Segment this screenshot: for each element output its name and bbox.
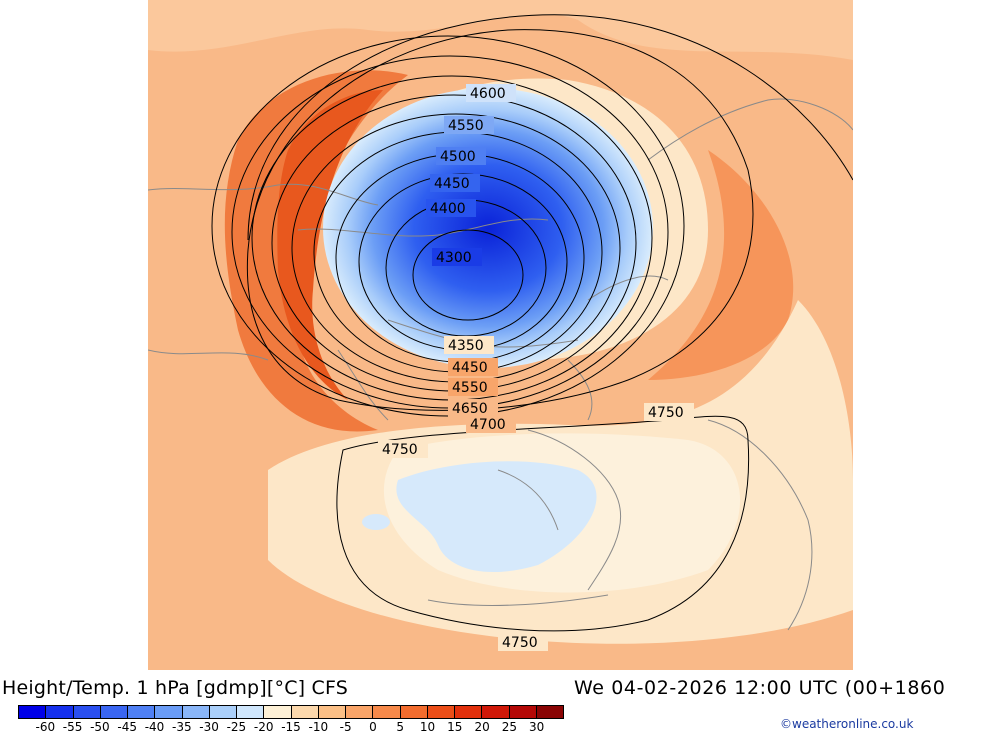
legend-swatch (73, 706, 101, 718)
legend-tick-label: 5 (396, 720, 405, 734)
legend-tick-label: -30 (199, 720, 219, 734)
cold-patch-small (362, 514, 390, 530)
contour-label-4700: 4700 (470, 417, 506, 433)
legend-swatch (19, 706, 47, 718)
legend-tick-label: -50 (90, 720, 110, 734)
warm-band-north (148, 0, 853, 60)
legend-swatch (182, 706, 210, 718)
contour-label-4750-east: 4750 (648, 405, 684, 421)
warm-band-east (648, 150, 794, 380)
contour-label-4550: 4550 (448, 118, 484, 134)
legend-swatch (482, 706, 510, 718)
legend-tick-label: -20 (253, 720, 274, 734)
legend-tick-label: -35 (171, 720, 192, 734)
contour-label-4750-west: 4750 (382, 442, 418, 458)
legend-swatch (155, 706, 183, 718)
credit-link[interactable]: ©weatheronline.co.uk (780, 717, 914, 731)
legend-tick-label: 25 (501, 720, 518, 734)
contour-labels: 4600 4550 4500 4450 4400 4300 4350 4450 … (378, 84, 694, 651)
legend-swatch (400, 706, 428, 718)
map-datetime: We 04-02-2026 12:00 UTC (00+1860 (574, 677, 946, 699)
weather-map: 4600 4550 4500 4450 4400 4300 4350 4450 … (148, 0, 853, 670)
legend-swatch (128, 706, 156, 718)
legend-swatch (318, 706, 346, 718)
legend-tick-label: -25 (226, 720, 247, 734)
legend-swatch (509, 706, 537, 718)
legend-swatch (427, 706, 455, 718)
legend-tick-label: -45 (117, 720, 137, 734)
legend-tick-label: 10 (419, 720, 436, 734)
color-legend-bar (18, 705, 564, 719)
legend-tick-label: -60 (35, 720, 56, 734)
legend-tick-label: 30 (529, 720, 545, 734)
map-title: Height/Temp. 1 hPa [gdmp][°C] CFS (2, 677, 349, 699)
legend-swatch (209, 706, 237, 718)
legend-swatch (455, 706, 483, 718)
color-legend-ticks: -60 -55 -50 -45 -40 -35 -30 -25 -20 -15 -10 -5 0 5 10 1… (18, 720, 564, 734)
legend-swatch (291, 706, 319, 718)
legend-tick-label: 20 (474, 720, 490, 734)
legend-swatch (373, 706, 401, 718)
warm-band-west (224, 70, 408, 432)
contour-label-4750-south: 4750 (502, 635, 538, 651)
contour-label-4350: 4350 (448, 338, 484, 354)
legend-tick-label: -5 (339, 720, 352, 734)
contour-label-4400: 4400 (430, 201, 466, 217)
contour-label-4600: 4600 (470, 86, 506, 102)
legend-swatch (264, 706, 292, 718)
contour-label-4300: 4300 (436, 250, 472, 266)
contour-label-4650: 4650 (452, 401, 488, 417)
contour-label-4550b: 4550 (452, 380, 488, 396)
polar-vortex (323, 88, 653, 368)
legend-tick-label: -15 (281, 720, 301, 734)
legend-swatch (100, 706, 128, 718)
legend-tick-label: -10 (308, 720, 329, 734)
legend-swatch (536, 706, 563, 718)
legend-tick-label: -55 (62, 720, 83, 734)
cold-patch-europe (396, 461, 597, 573)
contour-label-4450: 4450 (434, 176, 470, 192)
legend-swatch (346, 706, 374, 718)
contour-label-4500: 4500 (440, 149, 476, 165)
legend-tick-label: -40 (144, 720, 165, 734)
warm-band-west-core (277, 90, 383, 400)
contour-label-4450b: 4450 (452, 360, 488, 376)
legend-swatch (46, 706, 74, 718)
legend-tick-label: 0 (369, 720, 377, 734)
legend-tick-label: 15 (447, 720, 463, 734)
legend-swatch (237, 706, 265, 718)
